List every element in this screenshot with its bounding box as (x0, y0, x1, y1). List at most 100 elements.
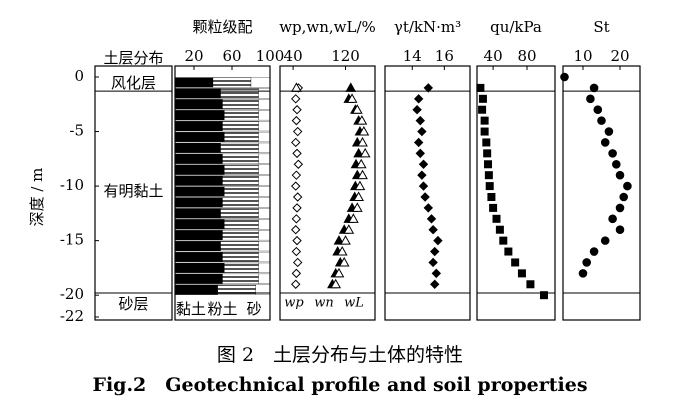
point (354, 180, 366, 191)
point (526, 280, 535, 289)
point (357, 136, 368, 147)
layer-label: 风化层 (111, 74, 156, 92)
point (353, 191, 364, 201)
point (586, 94, 595, 104)
point (517, 269, 526, 278)
grain-segment (222, 121, 259, 132)
panel-title: wp,wn,wL/% (279, 18, 376, 36)
grain-segment (258, 121, 271, 132)
grain-segment (174, 186, 225, 197)
grain-segment (224, 219, 259, 230)
grain-segment (258, 164, 271, 175)
point (412, 105, 422, 115)
grain-segment (222, 197, 259, 208)
legend-label: 粉土 (207, 300, 237, 318)
grain-segment (220, 208, 259, 219)
point (333, 235, 345, 245)
point (336, 246, 348, 256)
grain-segment (258, 208, 271, 219)
grain-segment (222, 153, 259, 164)
grain-segment (258, 230, 271, 241)
y-tick-label: -10 (60, 176, 84, 194)
point (615, 203, 625, 213)
x-tick-label: 10 (573, 47, 592, 65)
point (499, 236, 508, 245)
x-tick-label: 40 (484, 47, 503, 65)
point (600, 236, 610, 245)
point (539, 291, 548, 300)
grain-segment (258, 251, 271, 263)
caption-cn: 图 2 土层分布与土体的特性 (217, 344, 463, 366)
panel-frame (562, 65, 641, 321)
grain-segment (174, 142, 221, 153)
point (623, 181, 632, 191)
grain-segment (258, 88, 271, 99)
point (417, 126, 427, 137)
grain-segment (174, 131, 225, 143)
point (480, 127, 489, 136)
point (619, 192, 629, 202)
grain-segment (174, 77, 214, 88)
grain-segment (174, 230, 223, 241)
panel-title: 土层分布 (103, 49, 163, 67)
point (420, 192, 430, 202)
grain-segment (224, 262, 259, 273)
point (417, 170, 427, 180)
point (353, 147, 364, 158)
point (415, 148, 425, 159)
grain-segment (224, 131, 259, 143)
point (597, 116, 606, 125)
point (413, 137, 424, 148)
point (431, 268, 442, 279)
point (604, 127, 614, 136)
point (476, 83, 485, 92)
point (291, 214, 302, 224)
point (593, 105, 603, 115)
x-tick-label: 100 (256, 47, 285, 65)
x-tick-label: 60 (222, 47, 241, 65)
y-tick-label: 0 (74, 67, 84, 85)
point (489, 203, 498, 212)
point (291, 279, 301, 289)
grain-segment (174, 219, 225, 230)
point (418, 181, 429, 191)
point (589, 83, 599, 93)
point (359, 147, 371, 158)
panel-title: 颗粒级配 (192, 18, 252, 36)
layer-label: 有明黏土 (103, 182, 163, 200)
point (292, 257, 303, 268)
panel-title: qu/kPa (490, 18, 542, 36)
point (504, 247, 513, 256)
point (345, 82, 357, 92)
point (615, 170, 625, 180)
panel-frame (174, 65, 271, 321)
point (428, 225, 438, 235)
grain-segment (174, 153, 223, 164)
point (333, 267, 345, 278)
point (511, 258, 520, 267)
point (484, 171, 493, 180)
grain-segment (258, 197, 271, 208)
point (480, 116, 489, 125)
point (418, 159, 429, 169)
legend-label: 黏土 (176, 300, 206, 318)
grain-segment (174, 197, 223, 208)
point (351, 104, 363, 114)
point (578, 269, 588, 278)
panel-frame (279, 65, 376, 321)
grain-segment (224, 164, 259, 175)
point (582, 258, 591, 267)
grain-segment (258, 99, 271, 110)
grain-segment (174, 273, 223, 284)
point (415, 115, 425, 126)
x-tick-label: 14 (403, 47, 422, 65)
grain-segment (222, 99, 259, 110)
point (428, 257, 438, 268)
y-tick-label: -22 (60, 307, 84, 325)
grain-segment (250, 77, 271, 88)
point (291, 181, 301, 191)
point (478, 94, 487, 103)
point (600, 138, 610, 147)
point (430, 246, 440, 257)
